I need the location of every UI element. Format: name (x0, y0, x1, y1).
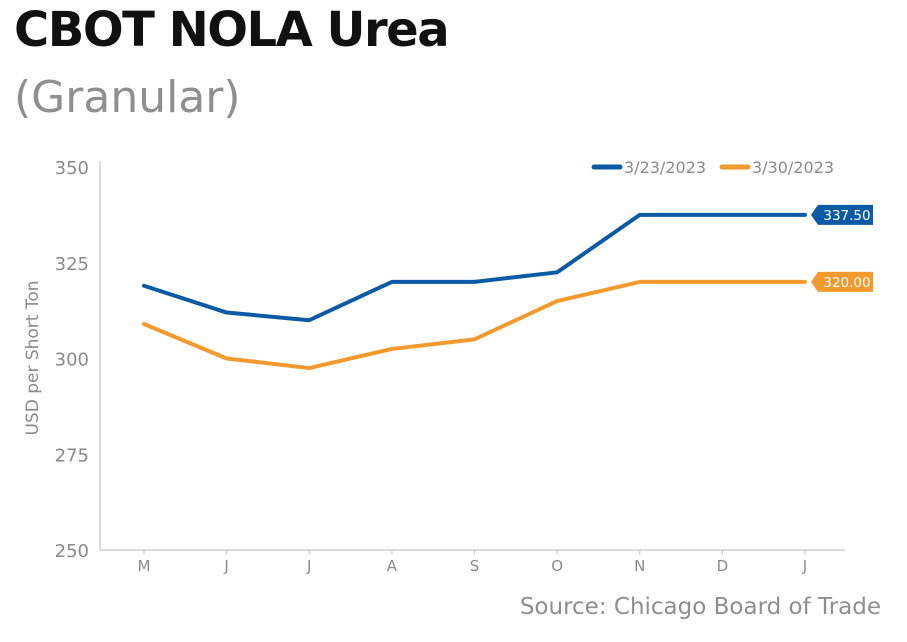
series-lines (142, 212, 807, 371)
y-tick-labels: 250 275 300 325 350 (55, 158, 89, 562)
legend: 3/23/2023 3/30/2023 (591, 158, 834, 177)
end-label-tag-2 (811, 271, 873, 292)
legend-label-2: 3/30/2023 (752, 158, 834, 177)
chart-axes (99, 161, 845, 551)
chart-title: CBOT NOLA Urea (14, 2, 450, 58)
x-tick-label: J (223, 557, 228, 575)
x-tick-label: O (551, 557, 563, 575)
x-tick-label: J (802, 557, 807, 575)
x-tick-label: J (306, 557, 311, 575)
y-axis-label: USD per Short Ton (23, 280, 43, 435)
y-tick-label: 325 (55, 254, 89, 275)
legend-label-1: 3/23/2023 (624, 158, 706, 177)
series-line-2 (142, 279, 807, 371)
end-value-labels: 337.50 320.00 (811, 204, 873, 292)
y-tick-label: 275 (55, 445, 89, 466)
source-note: Source: Chicago Board of Trade (519, 594, 881, 620)
end-label-tag-1 (811, 204, 873, 225)
x-tick-label: S (470, 557, 480, 575)
x-tick-label: D (717, 557, 729, 575)
end-label-value-1: 337.50 (823, 208, 870, 224)
chart-subtitle: (Granular) (14, 72, 241, 123)
series-line-1 (142, 212, 807, 323)
x-tick-label: N (634, 557, 645, 575)
y-tick-label: 350 (55, 158, 89, 179)
x-tick-label: A (387, 557, 398, 575)
y-tick-label: 250 (55, 541, 89, 562)
x-tick-label: M (138, 557, 151, 575)
end-label-value-2: 320.00 (823, 275, 870, 291)
y-tick-label: 300 (55, 350, 89, 371)
